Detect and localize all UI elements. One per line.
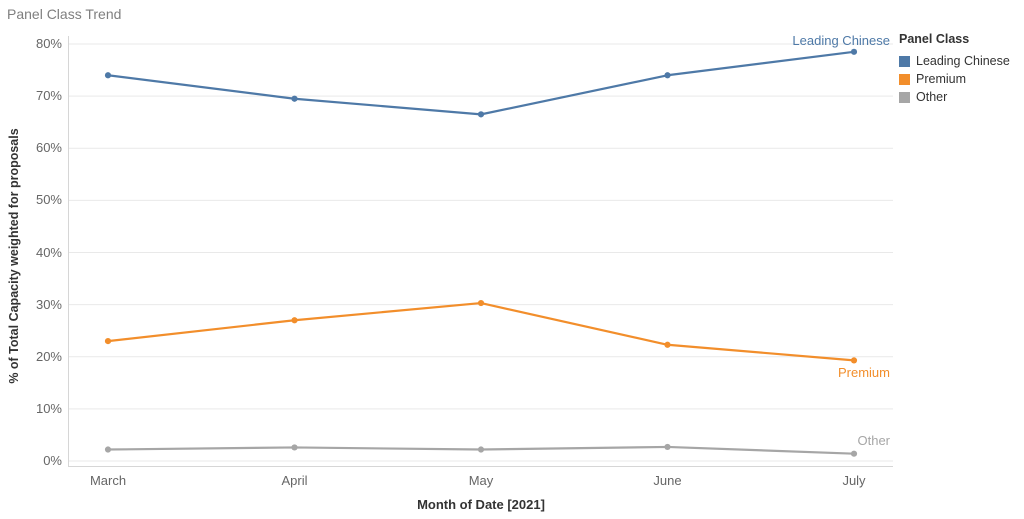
- x-tick-label-july: July: [842, 473, 866, 488]
- series-end-label-leading-chinese: Leading Chinese: [792, 32, 890, 48]
- legend-item-label: Other: [916, 90, 948, 104]
- y-tick-label: 60%: [35, 140, 62, 156]
- data-point-leading-chinese-june[interactable]: [664, 72, 671, 79]
- series-end-label-premium: Premium: [837, 365, 890, 381]
- data-point-leading-chinese-april[interactable]: [291, 95, 298, 102]
- data-point-other-march[interactable]: [104, 446, 112, 453]
- y-tick-label: 20%: [35, 348, 62, 364]
- x-tick-label-june: June: [653, 473, 682, 488]
- data-point-other-july[interactable]: [850, 450, 858, 457]
- legend-item-other[interactable]: Other: [899, 88, 1021, 106]
- legend-item-label: Premium: [916, 72, 967, 86]
- data-point-premium-march[interactable]: [104, 338, 112, 345]
- data-point-leading-chinese-may[interactable]: [477, 111, 485, 118]
- y-tick-label: 10%: [35, 400, 62, 416]
- data-point-other-june[interactable]: [664, 443, 671, 451]
- x-tick-label-april: April: [281, 473, 308, 488]
- legend-title: Panel Class: [899, 32, 970, 46]
- x-axis-title: Month of Date [2021]: [417, 497, 545, 512]
- legend-item-label: Leading Chinese: [916, 54, 1010, 68]
- y-tick-label: 40%: [35, 244, 62, 260]
- legend-swatch-other: [899, 91, 910, 103]
- chart-title: Panel Class Trend: [7, 6, 122, 22]
- legend-swatch-leading-chinese: [899, 55, 910, 67]
- y-tick-label: 0%: [43, 453, 62, 468]
- data-point-leading-chinese-july[interactable]: [850, 48, 858, 55]
- data-point-premium-may[interactable]: [477, 299, 485, 307]
- series-end-label-other: Other: [857, 432, 890, 448]
- x-tick-label-march: March: [89, 473, 127, 488]
- legend-item-leading-chinese[interactable]: Leading Chinese: [899, 52, 1021, 70]
- y-tick-label: 30%: [35, 296, 62, 312]
- x-tick-label-may: May: [468, 473, 494, 488]
- legend-swatch-premium: [899, 73, 910, 85]
- data-point-leading-chinese-march[interactable]: [104, 72, 112, 79]
- data-point-other-april[interactable]: [291, 444, 298, 451]
- legend-item-premium[interactable]: Premium: [899, 70, 1021, 88]
- data-point-premium-july[interactable]: [850, 357, 858, 364]
- series-line-leading-chinese[interactable]: [106, 50, 856, 116]
- data-point-premium-june[interactable]: [664, 341, 671, 348]
- y-tick-label: 70%: [35, 88, 62, 104]
- legend-items: Leading Chinese Premium Other: [899, 52, 1021, 106]
- series-line-premium[interactable]: [106, 301, 856, 362]
- data-point-other-may[interactable]: [477, 446, 485, 453]
- y-tick-label: 50%: [35, 192, 62, 208]
- legend: Panel Class Leading Chinese Premium Other: [899, 32, 1021, 106]
- y-tick-label: 80%: [35, 36, 62, 51]
- data-point-premium-april[interactable]: [291, 317, 298, 324]
